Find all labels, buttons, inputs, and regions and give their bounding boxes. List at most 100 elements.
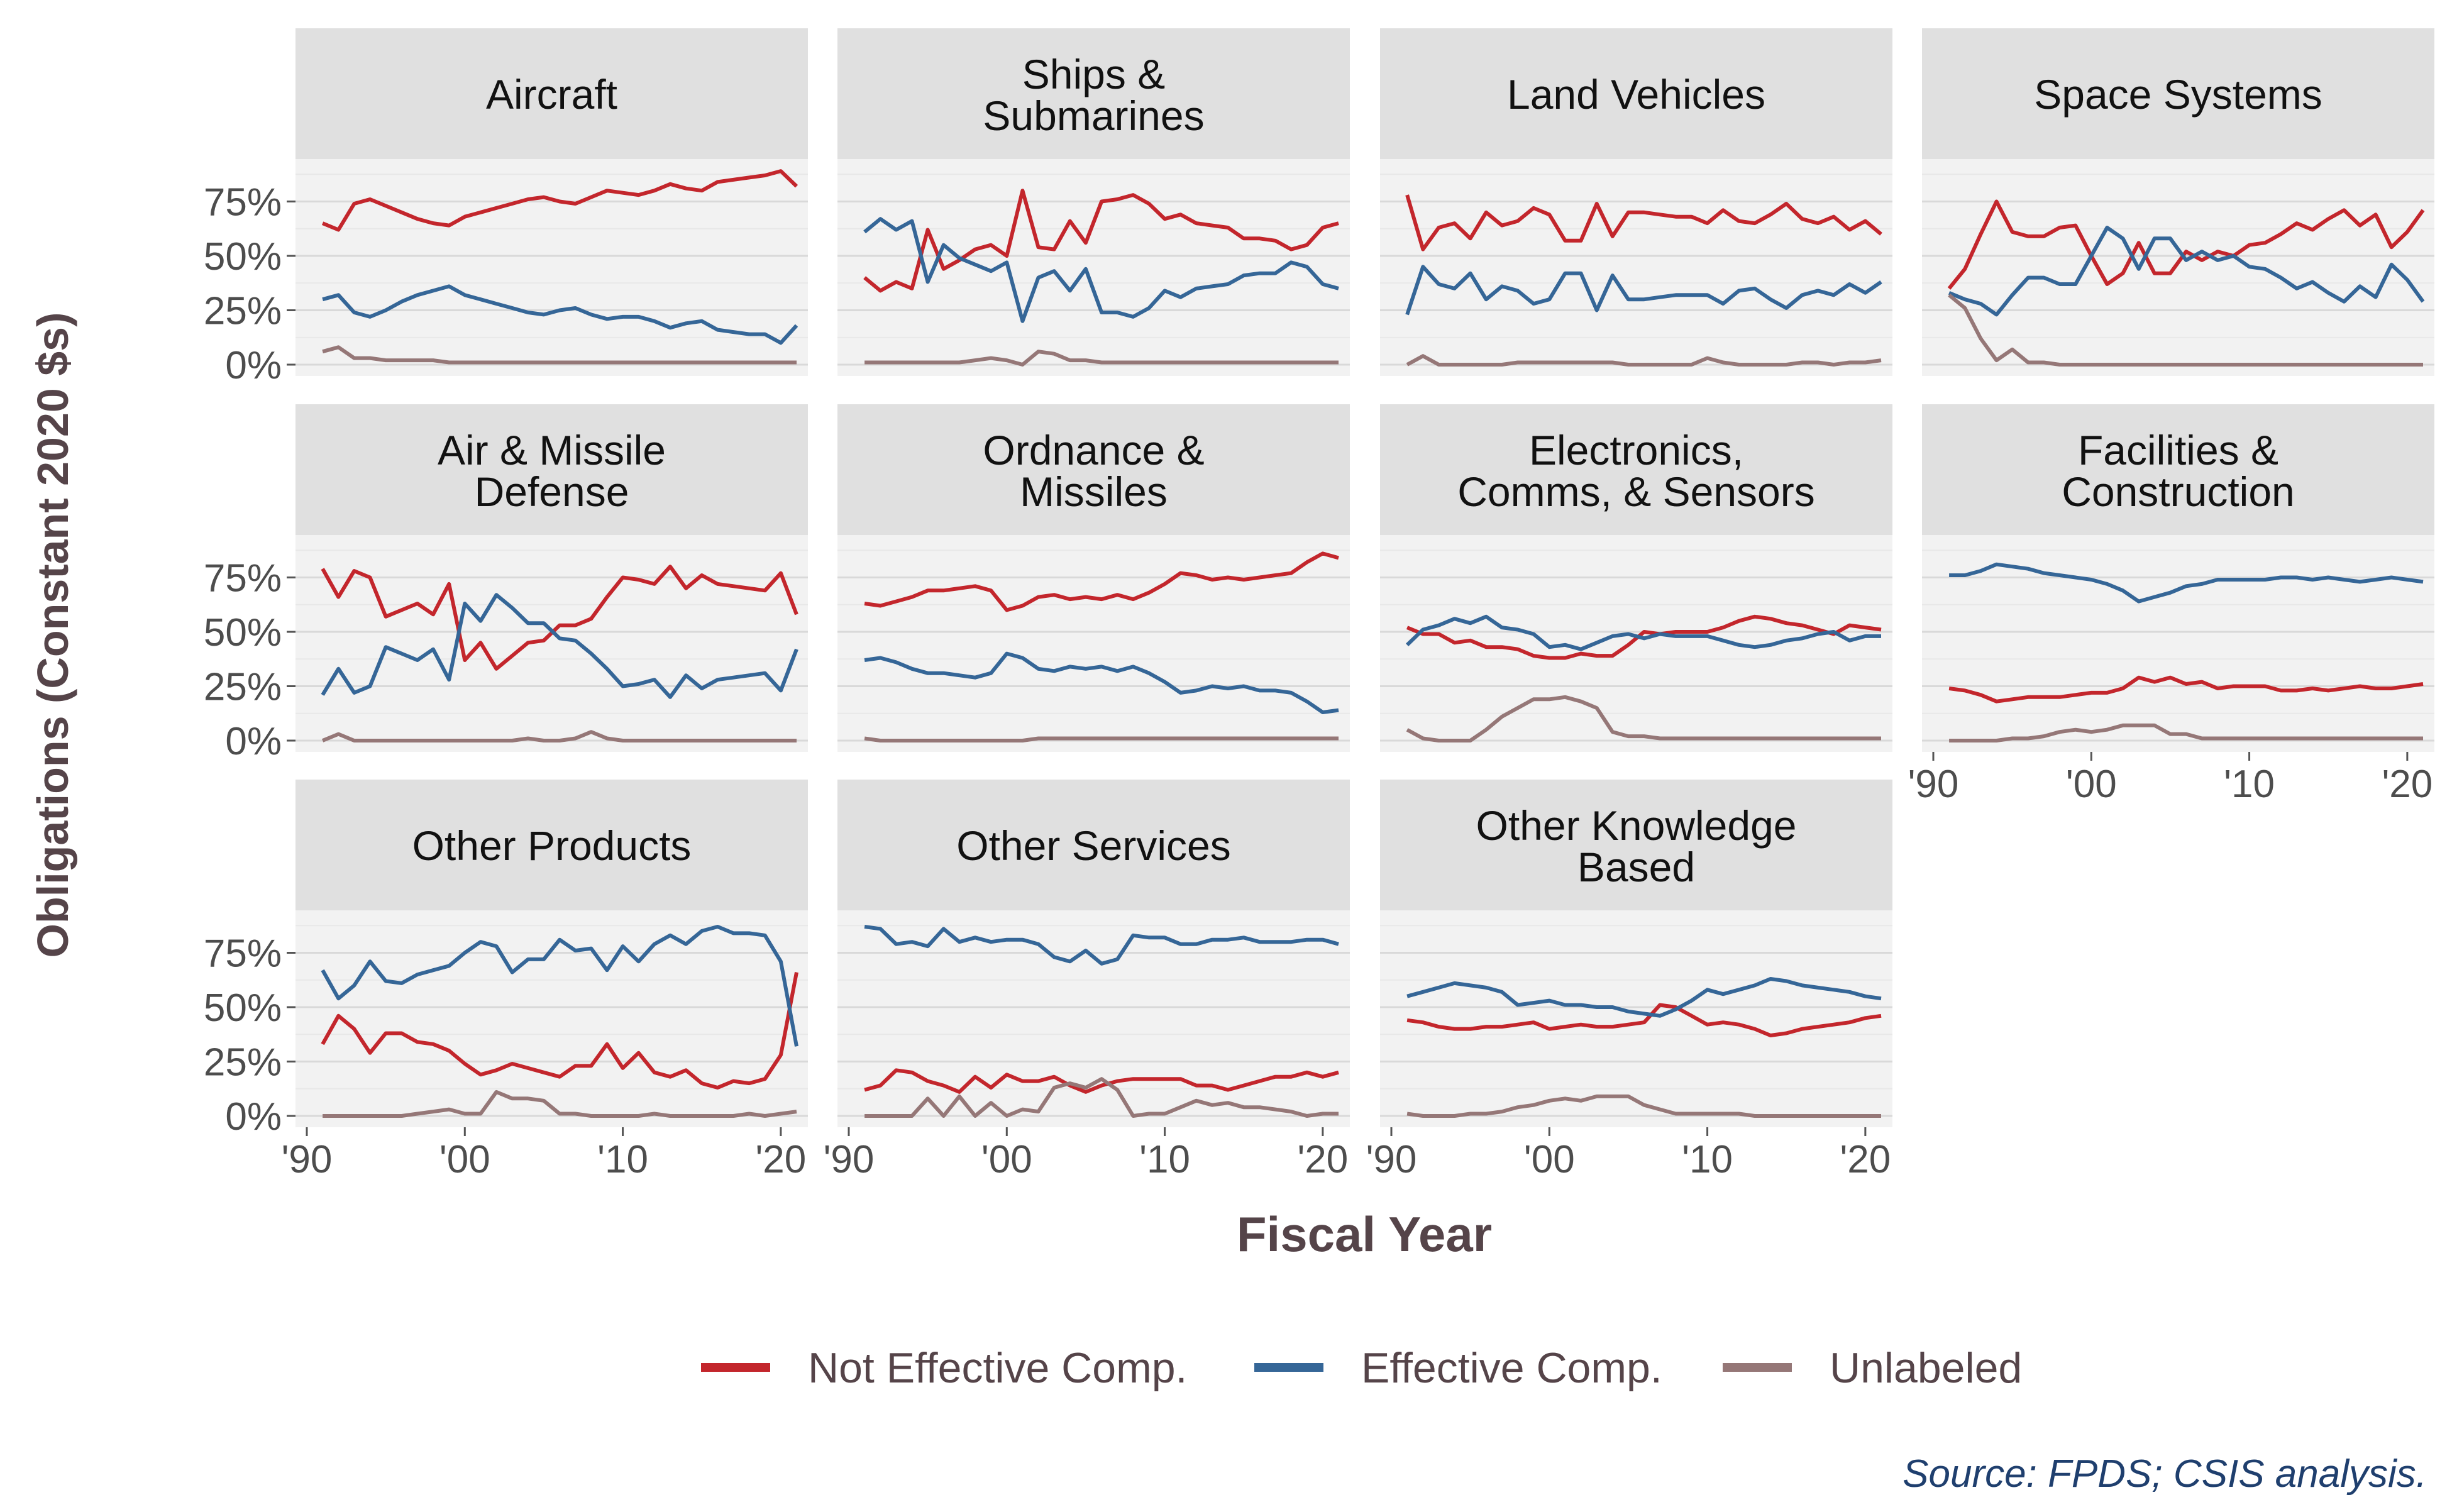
series-line-effective-comp [1949,562,2424,604]
panel-plot-area [1380,535,1892,752]
panel-strip [1380,28,1892,159]
y-tick-label: 0% [225,720,282,763]
series-line-effective-comp [322,284,798,345]
series-line-effective-comp [1406,614,1881,651]
panel-plot-area [295,159,808,376]
panel-title: Land Vehicles [1507,71,1765,118]
panels: Aircraft 0% 25% 50% 75% Ships &Submarines Land… [204,28,2434,1181]
panel-facilities-construction: Facilities &Construction '90 '00 '10 '20 [1908,404,2434,806]
series-line-effective-comp [864,651,1339,714]
series-line-unlabeled [1406,354,1882,367]
y-tick-label: 75% [204,181,282,224]
panel-land-vehicles: Land Vehicles [1380,28,1892,376]
panel-title-line: Facilities & [2078,427,2278,473]
series-line-not-effective-comp [863,189,1339,293]
x-tick-label: '90 [282,1138,333,1181]
legend-item-effective-comp: Effective Comp. [1254,1344,1662,1392]
panel-plot-area [295,535,808,752]
series-line-not-effective-comp [864,551,1339,612]
x-tick-label: '20 [755,1138,806,1181]
panel-ordnance-missiles: Ordnance &Missiles [837,404,1350,752]
panel-space-systems: Space Systems [1922,28,2434,376]
x-tick-label: '00 [981,1138,1032,1181]
panel-plot-area [837,159,1350,376]
series-line-unlabeled [323,1090,797,1118]
source-note: Source: FPDS; CSIS analysis. [1903,1452,2427,1496]
panel-title-line: Missiles [1020,468,1168,515]
panel-title: Other Products [412,822,692,869]
x-tick-label: '20 [1840,1138,1891,1181]
panel-strip [1922,28,2434,159]
panel-title: Aircraft [486,71,617,118]
y-tick-label: 25% [204,290,282,333]
y-axis-title: Obligations (Constant 2020 $s) [28,312,77,958]
series-line-effective-comp [1405,265,1882,316]
panel-strip [837,28,1350,159]
panel-plot-area [295,910,808,1127]
panel-strip [295,28,808,159]
panel-plot-area [1380,910,1892,1127]
x-tick-label: '10 [1139,1138,1190,1181]
series-line-not-effective-comp [1947,199,2425,290]
legend: Not Effective Comp. Effective Comp. Unlabe… [701,1344,2022,1392]
y-tick-label: 0% [225,1095,282,1139]
panel-title-line: Ordnance & [983,427,1204,473]
x-tick-label: '10 [1682,1138,1733,1181]
series-line-effective-comp [863,217,1339,323]
panel-plot-area [1380,159,1892,376]
series-line-not-effective-comp [321,972,798,1090]
y-tick-label: 75% [204,557,282,600]
series-line-unlabeled [864,350,1339,367]
x-tick-label: '10 [597,1138,648,1181]
series-line-unlabeled [1406,1094,1881,1118]
series-line-not-effective-comp [1405,194,1882,251]
legend-label: Not Effective Comp. [808,1344,1187,1392]
series-line-not-effective-comp [864,1068,1339,1094]
panel-ships-submarines: Ships &Submarines [837,28,1350,376]
legend-item-unlabeled: Unlabeled [1723,1344,2022,1392]
series-line-unlabeled [1948,293,2423,367]
series-line-effective-comp [1948,226,2425,317]
y-tick-label: 50% [204,235,282,279]
x-tick-label: '20 [1297,1138,1348,1181]
x-tick-label: '20 [2382,763,2433,806]
panel-title-line: Electronics, [1529,427,1743,473]
panel-plot-area [837,535,1350,752]
panel-title-line: Other Knowledge [1476,802,1797,849]
y-tick-label: 75% [204,932,282,976]
series-line-effective-comp [1406,977,1882,1018]
panel-other-services: Other Services '90 '00 '10 '20 [824,780,1350,1181]
panel-electronics-comms-sensors: Electronics,Comms, & Sensors [1380,404,1892,752]
panel-aircraft: Aircraft 0% 25% 50% 75% [204,28,808,387]
series-line-unlabeled [864,736,1339,742]
panel-title: Other Services [956,822,1230,869]
series-line-not-effective-comp [1406,614,1882,660]
series-line-unlabeled [1406,695,1881,742]
series-line-unlabeled [1949,723,2423,742]
x-tick-label: '90 [1908,763,1959,806]
panel-strip [837,404,1350,535]
series-line-unlabeled [322,345,797,365]
x-tick-label: '10 [2224,763,2275,806]
legend-label: Unlabeled [1830,1344,2022,1392]
series-line-effective-comp [321,925,798,1047]
y-tick-label: 50% [204,611,282,654]
series-line-effective-comp [321,593,798,699]
panel-title-line: Air & Missile [438,427,666,473]
panel-strip [1380,404,1892,535]
panel-title-line: Ships & [1022,51,1165,97]
x-axis-title: Fiscal Year [1237,1206,1492,1262]
panel-plot-area [1922,159,2434,376]
series-line-not-effective-comp [321,169,798,232]
panel-strip [837,780,1350,910]
panel-title-line: Construction [2062,468,2295,515]
series-line-effective-comp [864,925,1339,966]
x-tick-label: '00 [2066,763,2117,806]
panel-other-products: Other Products 0% 25% 50% 75% '90 '00 '10 '20 [204,780,808,1181]
y-tick-label: 50% [204,986,282,1030]
x-tick-label: '00 [439,1138,490,1181]
panel-title: Space Systems [2034,71,2322,118]
